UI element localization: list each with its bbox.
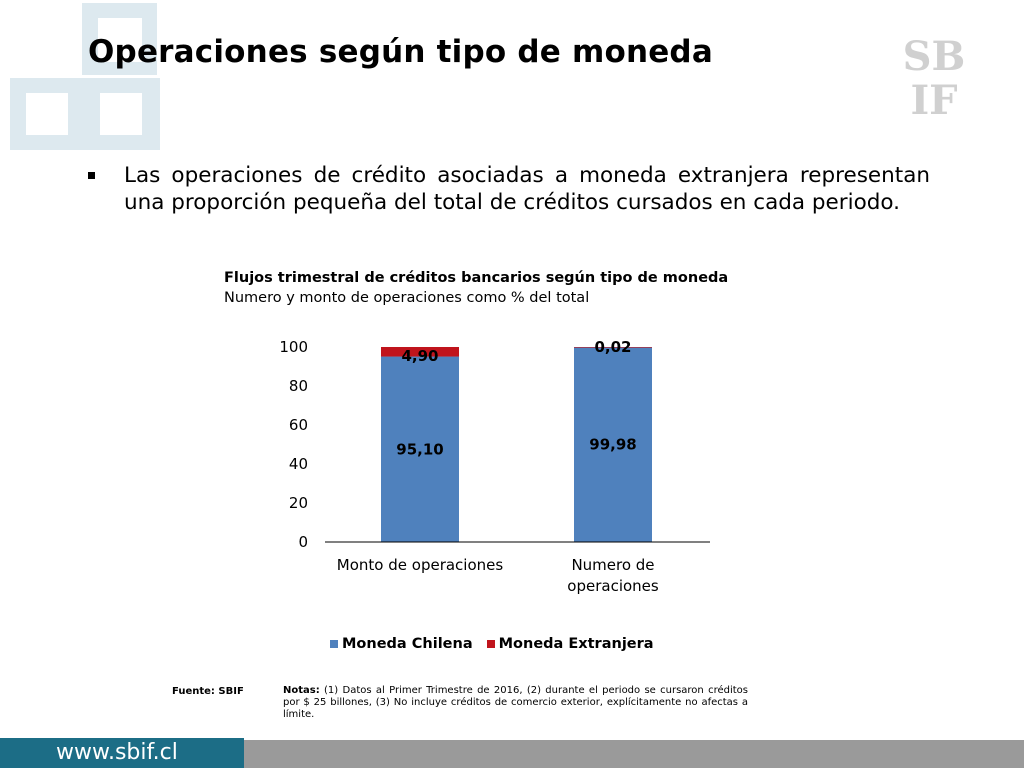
- bar-moneda-chilena: [574, 347, 652, 542]
- y-tick-label: 20: [289, 494, 308, 512]
- legend-swatch: [486, 640, 495, 648]
- bar-moneda-extranjera: [574, 347, 652, 348]
- logo-text-bottom: IF: [910, 77, 957, 122]
- chart-subtitle: Numero y monto de operaciones como % del…: [224, 290, 590, 306]
- legend-item: Moneda Extranjera: [486, 636, 654, 652]
- y-tick-label: 100: [279, 338, 308, 356]
- sbif-logo: SB IF: [903, 33, 966, 122]
- legend-label: Moneda Chilena: [342, 636, 473, 652]
- bar-moneda-extranjera: [381, 347, 459, 357]
- stacked-bar-chart: 0 20 40 60 80 100 95,10 4,90 99,98 0,02 Monto de…: [279, 338, 710, 595]
- bullet-text: Las operaciones de crédito asociadas a m…: [124, 163, 930, 215]
- category-label: operaciones: [567, 577, 659, 595]
- y-tick-label: 80: [289, 377, 308, 395]
- logo-text-top: SB: [903, 33, 966, 80]
- legend-swatch: [330, 640, 338, 648]
- y-tick-label: 0: [298, 533, 308, 551]
- legend-label: Moneda Extranjera: [498, 636, 654, 652]
- decorative-squares: [10, 3, 160, 150]
- category-label: Monto de operaciones: [337, 556, 504, 574]
- legend-item: Moneda Chilena: [330, 636, 473, 652]
- source-text: Fuente: SBIF: [172, 686, 244, 697]
- data-label: 99,98: [589, 436, 636, 454]
- category-label: Numero de: [571, 556, 654, 574]
- data-label: 0,02: [594, 338, 631, 356]
- notes: Notas: (1) Datos al Primer Trimestre de …: [283, 685, 748, 721]
- bar-moneda-chilena: [381, 356, 459, 542]
- data-label: 95,10: [396, 440, 443, 458]
- notes-label: Notas:: [283, 685, 320, 696]
- page-title: Operaciones según tipo de moneda: [88, 34, 713, 70]
- data-label: 4,90: [401, 347, 438, 365]
- chart-legend: Moneda Chilena Moneda Extranjera: [330, 636, 654, 652]
- bullet-square-icon: [88, 172, 95, 179]
- notes-text: (1) Datos al Primer Trimestre de 2016, (…: [283, 685, 748, 720]
- chart-title: Flujos trimestral de créditos bancarios …: [224, 270, 729, 286]
- y-tick-label: 40: [289, 455, 308, 473]
- y-tick-label: 60: [289, 416, 308, 434]
- bullet-point: Las operaciones de crédito asociadas a m…: [88, 162, 930, 216]
- footer-url[interactable]: www.sbif.cl: [0, 738, 244, 768]
